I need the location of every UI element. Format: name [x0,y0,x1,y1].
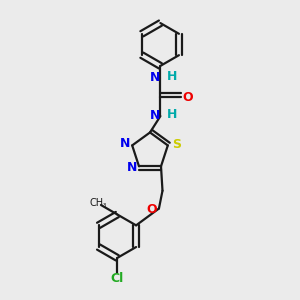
Text: ₃: ₃ [103,200,106,209]
Text: N: N [126,161,137,174]
Text: N: N [150,109,160,122]
Text: H: H [167,70,177,83]
Text: CH: CH [90,198,104,208]
Text: N: N [120,137,130,150]
Text: H: H [167,108,177,121]
Text: O: O [146,203,157,216]
Text: N: N [150,71,160,84]
Text: S: S [172,138,181,151]
Text: Cl: Cl [111,272,124,285]
Text: O: O [182,91,193,103]
